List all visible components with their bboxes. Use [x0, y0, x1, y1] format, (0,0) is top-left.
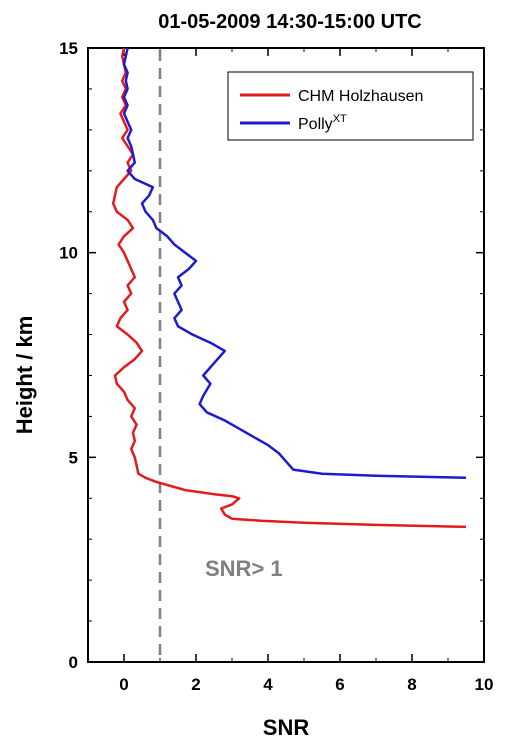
legend-label-polly-main: Polly [298, 116, 333, 133]
x-tick-label: 6 [335, 675, 344, 694]
x-tick-label: 2 [191, 675, 200, 694]
legend-label-polly-superscript: XT [333, 113, 347, 125]
x-tick-label: 0 [119, 675, 128, 694]
y-tick-labels: 0 5 10 15 [59, 39, 78, 672]
legend: CHM Holzhausen PollyXT [227, 71, 474, 141]
y-axis-title: Height / km [12, 316, 37, 435]
y-tick-label: 0 [69, 653, 78, 672]
y-tick-label: 10 [59, 244, 78, 263]
legend-label-chm: CHM Holzhausen [298, 88, 423, 105]
legend-label-polly: PollyXT [298, 113, 347, 133]
legend-box [227, 71, 474, 141]
chm-holzhausen-profile [111, 47, 467, 529]
x-tick-label: 4 [263, 675, 273, 694]
x-tick-label: 8 [407, 675, 416, 694]
plot-frame [87, 47, 485, 663]
y-tick-label: 15 [59, 39, 78, 58]
chart-title: 01-05-2009 14:30-15:00 UTC [158, 11, 422, 33]
x-tick-labels: 0 2 4 6 8 10 [119, 675, 493, 694]
x-axis-title: SNR [263, 715, 310, 740]
polly-xt-profile [122, 47, 467, 480]
y-tick-label: 5 [69, 448, 78, 467]
x-tick-label: 10 [475, 675, 494, 694]
threshold-annotation: SNR> 1 [205, 556, 283, 581]
axis-ticks [87, 47, 485, 663]
series-lines [111, 47, 467, 529]
